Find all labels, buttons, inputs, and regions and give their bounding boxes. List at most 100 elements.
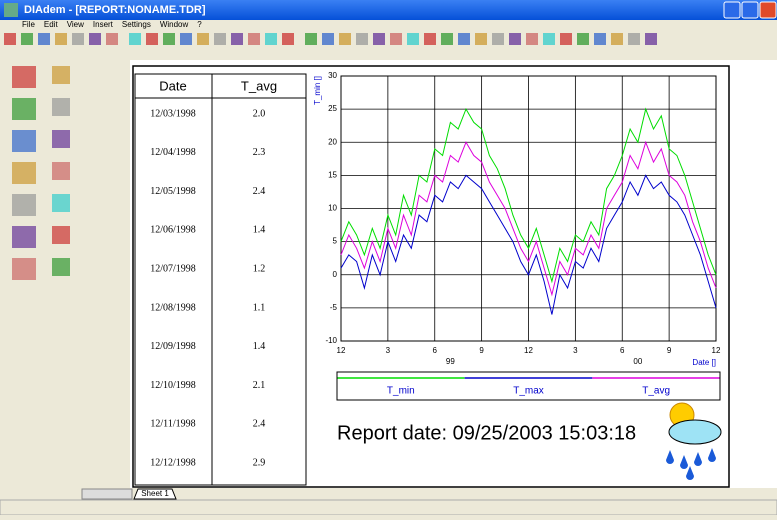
tool-button[interactable] bbox=[441, 33, 453, 45]
tool-button[interactable] bbox=[197, 33, 209, 45]
table-cell: 12/10/1998 bbox=[150, 380, 196, 391]
tool-button[interactable] bbox=[248, 33, 260, 45]
table-cell: 2.9 bbox=[253, 457, 266, 468]
app-icon bbox=[4, 3, 18, 17]
side-button[interactable] bbox=[52, 130, 70, 148]
menu-item[interactable]: File bbox=[22, 20, 35, 29]
legend-label: T_max bbox=[513, 386, 544, 397]
tool-button[interactable] bbox=[89, 33, 101, 45]
tool-button[interactable] bbox=[106, 33, 118, 45]
side-button[interactable] bbox=[52, 98, 70, 116]
table-frame bbox=[134, 73, 307, 486]
tool-button[interactable] bbox=[231, 33, 243, 45]
legend-label: T_min bbox=[387, 386, 415, 397]
tool-button[interactable] bbox=[594, 33, 606, 45]
tab-nav[interactable] bbox=[81, 488, 133, 500]
table-cell: 12/08/1998 bbox=[150, 302, 196, 313]
side-button[interactable] bbox=[12, 162, 36, 184]
tool-button[interactable] bbox=[322, 33, 334, 45]
y-axis-label: T_min [] bbox=[313, 76, 322, 105]
side-button[interactable] bbox=[12, 226, 36, 248]
window-title: DIAdem - [REPORT:NONAME.TDR] bbox=[24, 4, 206, 16]
tool-button[interactable] bbox=[458, 33, 470, 45]
tool-button[interactable] bbox=[509, 33, 521, 45]
x-tick-label: 12 bbox=[337, 346, 346, 355]
tool-button[interactable] bbox=[214, 33, 226, 45]
tool-button[interactable] bbox=[424, 33, 436, 45]
menu-item[interactable]: Settings bbox=[122, 20, 151, 29]
tool-button[interactable] bbox=[628, 33, 640, 45]
menu-item[interactable]: Insert bbox=[93, 20, 114, 29]
tool-button[interactable] bbox=[526, 33, 538, 45]
y-tick-label: 30 bbox=[328, 71, 337, 80]
x-tick-label: 9 bbox=[479, 346, 484, 355]
tool-button[interactable] bbox=[373, 33, 385, 45]
side-button[interactable] bbox=[12, 66, 36, 88]
x-tick-label: 6 bbox=[620, 346, 625, 355]
tool-button[interactable] bbox=[577, 33, 589, 45]
sheet-tab[interactable] bbox=[133, 488, 177, 500]
tool-button[interactable] bbox=[356, 33, 368, 45]
side-button[interactable] bbox=[12, 258, 36, 280]
tool-button[interactable] bbox=[492, 33, 504, 45]
side-button[interactable] bbox=[12, 194, 36, 216]
tool-button[interactable] bbox=[282, 33, 294, 45]
tool-button[interactable] bbox=[4, 33, 16, 45]
table-cell: 1.2 bbox=[253, 263, 266, 274]
tool-button[interactable] bbox=[21, 33, 33, 45]
tool-button[interactable] bbox=[390, 33, 402, 45]
side-button[interactable] bbox=[52, 66, 70, 84]
side-button[interactable] bbox=[52, 258, 70, 276]
table-cell: 1.4 bbox=[253, 225, 266, 236]
tool-button[interactable] bbox=[475, 33, 487, 45]
tool-button[interactable] bbox=[560, 33, 572, 45]
tool-button[interactable] bbox=[339, 33, 351, 45]
tool-button[interactable] bbox=[146, 33, 158, 45]
weather-icon bbox=[666, 402, 722, 480]
minimize[interactable] bbox=[723, 1, 741, 19]
sheet-tab-label[interactable]: Sheet 1 bbox=[141, 489, 169, 498]
side-button[interactable] bbox=[52, 194, 70, 212]
table-cell: 12/06/1998 bbox=[150, 225, 196, 236]
tool-button[interactable] bbox=[38, 33, 50, 45]
side-button[interactable] bbox=[12, 98, 36, 120]
tool-button[interactable] bbox=[180, 33, 192, 45]
table-cell: 2.0 bbox=[253, 108, 266, 119]
menu-item[interactable]: ? bbox=[197, 20, 202, 29]
tool-button[interactable] bbox=[611, 33, 623, 45]
series-line bbox=[340, 174, 717, 315]
y-tick-label: 0 bbox=[333, 270, 338, 279]
tool-button[interactable] bbox=[72, 33, 84, 45]
legend-label: T_avg bbox=[642, 386, 670, 397]
table-cell: 2.1 bbox=[253, 380, 266, 391]
tool-button[interactable] bbox=[305, 33, 317, 45]
menu-item[interactable]: Edit bbox=[44, 20, 59, 29]
table-cell: 2.4 bbox=[253, 186, 266, 197]
x-tick-label: 6 bbox=[433, 346, 438, 355]
table-cell: 1.4 bbox=[253, 341, 266, 352]
table-cell: 12/12/1998 bbox=[150, 457, 196, 468]
tool-button[interactable] bbox=[645, 33, 657, 45]
tool-button[interactable] bbox=[265, 33, 277, 45]
side-button[interactable] bbox=[12, 130, 36, 152]
series-line bbox=[340, 140, 717, 297]
tool-button[interactable] bbox=[543, 33, 555, 45]
status-bar bbox=[0, 499, 777, 516]
table-cell: 2.4 bbox=[253, 419, 266, 430]
tool-button[interactable] bbox=[407, 33, 419, 45]
side-button[interactable] bbox=[52, 226, 70, 244]
maximize[interactable] bbox=[741, 1, 759, 19]
report-page bbox=[132, 65, 730, 488]
tool-button[interactable] bbox=[129, 33, 141, 45]
close[interactable] bbox=[759, 1, 777, 19]
y-tick-label: -5 bbox=[330, 303, 338, 312]
x-tick-label: 3 bbox=[386, 346, 391, 355]
table-cell: 2.3 bbox=[253, 147, 266, 158]
menu-item[interactable]: View bbox=[67, 20, 84, 29]
side-button[interactable] bbox=[52, 162, 70, 180]
tool-button[interactable] bbox=[55, 33, 67, 45]
x-year-label: 99 bbox=[446, 357, 455, 366]
menu-item[interactable]: Window bbox=[160, 20, 189, 29]
tool-button[interactable] bbox=[163, 33, 175, 45]
